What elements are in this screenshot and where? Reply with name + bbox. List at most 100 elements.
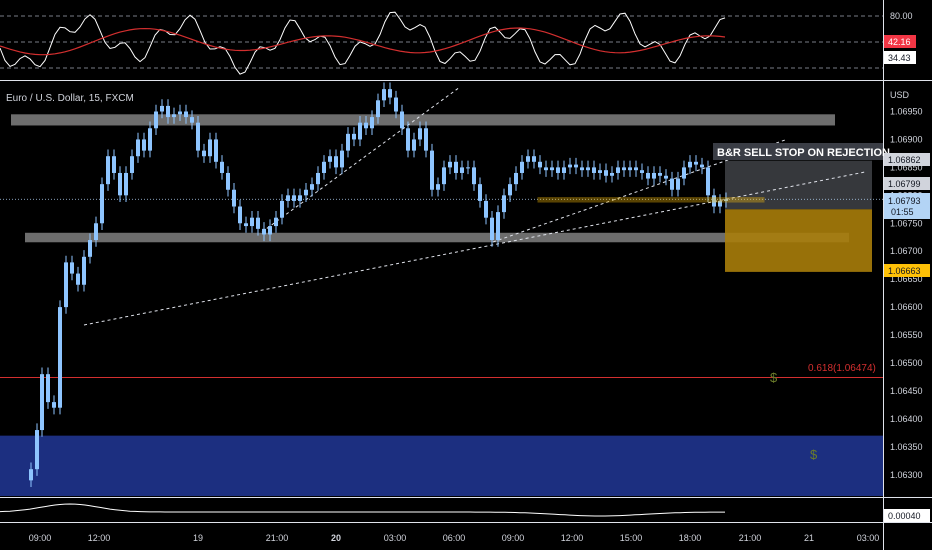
rsi-badge-a: 42.16 [884,35,916,48]
candle [712,188,716,214]
candle [718,194,722,214]
candle [610,166,614,183]
candle [646,166,650,186]
rsi-axis-tick: 80.00 [890,11,913,21]
candle [334,149,338,175]
candle [46,367,50,409]
price-axis-currency: USD [890,90,910,100]
svg-text:0.00040: 0.00040 [888,511,921,521]
candle [490,210,494,247]
candle [724,192,728,208]
candle [460,160,464,180]
candle [616,160,620,180]
candle [322,155,326,180]
candle [196,115,200,158]
candle [706,160,710,203]
setup-label-bg [713,143,883,160]
candle [562,160,566,180]
time-tick: 06:00 [443,533,466,543]
candle [154,104,158,135]
candle [100,177,104,230]
candle [244,216,248,233]
candle [70,255,74,281]
candle [400,104,404,135]
price-tick: 1.06350 [890,442,923,452]
price-tick: 1.06450 [890,386,923,396]
candle [532,149,536,169]
time-tick: 03:00 [857,533,880,543]
candle [304,183,308,203]
demand-zone[interactable] [0,435,883,496]
candle [82,250,86,292]
price-tick: 1.06900 [890,134,923,144]
candle [220,155,224,180]
candle [556,160,560,180]
price-tick: 1.06400 [890,414,923,424]
candle [178,104,182,122]
candle [280,194,284,225]
trendline-mid[interactable] [261,86,461,233]
candle [502,188,506,219]
candle [160,99,164,119]
target-box[interactable] [725,209,872,272]
svg-text:1.06862: 1.06862 [888,155,921,165]
candle [106,149,110,191]
time-tick: 18:00 [679,533,702,543]
candle [118,166,122,203]
candle [238,199,242,230]
resistance-zone[interactable] [11,114,835,126]
candle [256,210,260,236]
current-price-badge: 1.06793 01:55 [884,193,930,219]
candle [250,210,254,233]
setup-label[interactable]: B&R SELL STOP ON REJECTION [717,147,890,159]
candle [52,395,56,415]
svg-text:1.06799: 1.06799 [888,179,921,189]
candle [658,166,662,183]
price-tick: 1.06700 [890,246,923,256]
price-tick: 1.06300 [890,470,923,480]
candle [466,160,470,175]
candle [340,143,344,175]
candle [664,169,668,186]
candle [406,121,410,158]
candle [694,155,698,172]
fib-label[interactable]: 0.618(1.06474) [808,363,876,374]
candle [604,163,608,183]
candle [316,166,320,191]
candle [670,171,674,197]
candle [592,160,596,180]
dollar-icon-1: $ [770,370,778,385]
candle [328,149,332,169]
candle [454,155,458,180]
candle [676,171,680,197]
candle [628,160,632,177]
candle [388,82,392,105]
candle [436,177,440,197]
candle [382,82,386,108]
time-tick: 21:00 [266,533,289,543]
symbol-label: Euro / U.S. Dollar, 15, FXCM [6,93,134,104]
time-tick: 15:00 [620,533,643,543]
candle [424,121,428,158]
entry-zone[interactable] [537,197,765,203]
svg-text:1.06793: 1.06793 [888,196,921,206]
candle [274,210,278,233]
candle [166,99,170,124]
svg-text:1.06663: 1.06663 [888,266,921,276]
rsi-ma-line [0,27,726,56]
candle [598,163,602,180]
candle [478,177,482,208]
candle [310,177,314,197]
candle [538,155,542,175]
candle [94,216,98,247]
svg-text:01:55: 01:55 [891,207,914,217]
candle [574,157,578,175]
support-zone[interactable] [25,232,849,243]
candle [172,107,176,124]
trendline-lower[interactable] [83,171,866,326]
candle [268,219,272,242]
candle [208,132,212,163]
time-tick: 03:00 [384,533,407,543]
candle [64,255,68,314]
